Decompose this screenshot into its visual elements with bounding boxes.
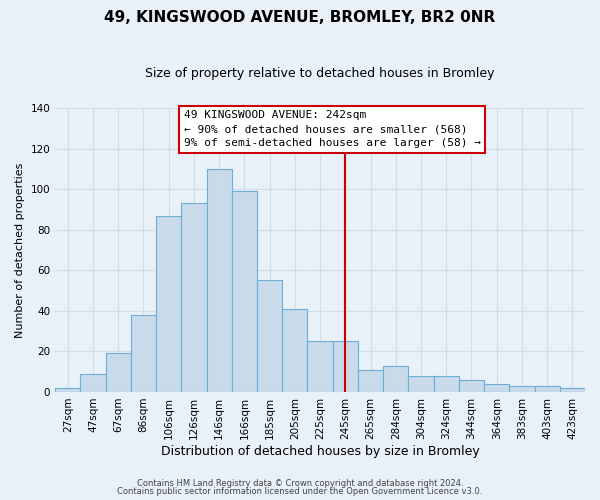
Bar [509,386,535,392]
Text: Contains HM Land Registry data © Crown copyright and database right 2024.: Contains HM Land Registry data © Crown c… [137,478,463,488]
Bar [80,374,106,392]
Bar [358,370,383,392]
Bar [560,388,585,392]
Bar [257,280,282,392]
Text: 49 KINGSWOOD AVENUE: 242sqm
← 90% of detached houses are smaller (568)
9% of sem: 49 KINGSWOOD AVENUE: 242sqm ← 90% of det… [184,110,481,148]
Title: Size of property relative to detached houses in Bromley: Size of property relative to detached ho… [145,68,495,80]
Bar [409,376,434,392]
Bar [332,342,358,392]
Bar [434,376,459,392]
Y-axis label: Number of detached properties: Number of detached properties [15,162,25,338]
Bar [282,309,307,392]
Bar [535,386,560,392]
Bar [106,354,131,392]
Bar [181,204,206,392]
Bar [484,384,509,392]
Bar [232,191,257,392]
Text: 49, KINGSWOOD AVENUE, BROMLEY, BR2 0NR: 49, KINGSWOOD AVENUE, BROMLEY, BR2 0NR [104,10,496,25]
Bar [55,388,80,392]
Bar [459,380,484,392]
Bar [156,216,181,392]
Bar [131,315,156,392]
Text: Contains public sector information licensed under the Open Government Licence v3: Contains public sector information licen… [118,487,482,496]
Bar [383,366,409,392]
Bar [307,342,332,392]
X-axis label: Distribution of detached houses by size in Bromley: Distribution of detached houses by size … [161,444,479,458]
Bar [206,169,232,392]
